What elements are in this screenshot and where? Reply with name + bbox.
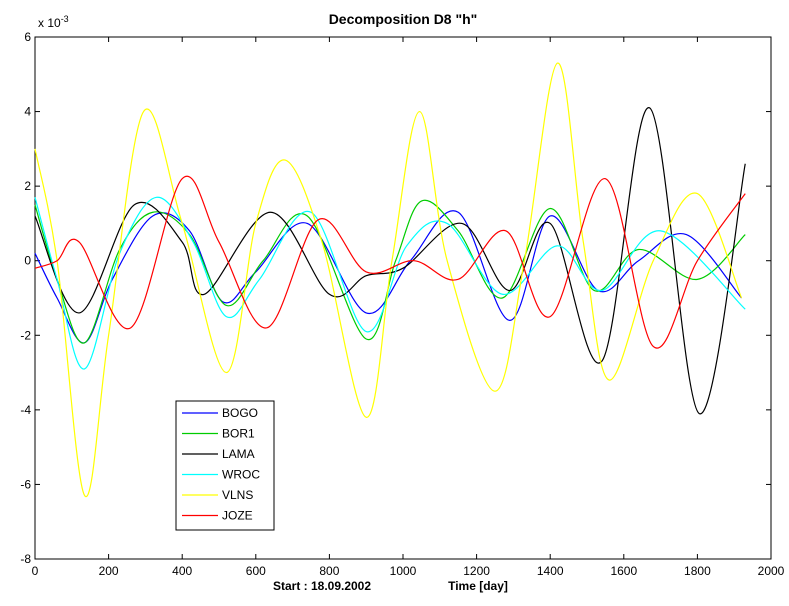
series-line-wroc: [34, 196, 746, 370]
y-tick-label: -6: [20, 477, 31, 491]
legend-label-joze: JOZE: [222, 509, 253, 523]
x-tick-label: 1400: [537, 564, 564, 578]
legend-label-lama: LAMA: [222, 447, 255, 461]
x-tick-label: 2000: [758, 564, 785, 578]
legend-box: [175, 400, 275, 531]
x-tick-label: 0: [32, 564, 39, 578]
x-tick-label: 400: [172, 564, 192, 578]
legend-label-vlns: VLNS: [222, 488, 253, 502]
legend-label-wroc: WROC: [222, 468, 260, 482]
x-tick-label: 800: [319, 564, 339, 578]
series-line-vlns: [34, 62, 743, 498]
plot-area: [34, 36, 772, 560]
y-tick-label: 6: [24, 30, 31, 44]
y-tick-label: 0: [24, 254, 31, 268]
series-line-lama: [34, 107, 746, 415]
x-tick-label: 1200: [463, 564, 490, 578]
legend: BOGO BOR1 LAMA WROC VLNS JOZE: [175, 400, 275, 531]
y-tick-label: 4: [24, 105, 31, 119]
x-tick-label: 600: [246, 564, 266, 578]
x-tick-label: 200: [99, 564, 119, 578]
start-date-label: Start : 18.09.2002: [273, 579, 371, 593]
x-tick-label: 1800: [684, 564, 711, 578]
legend-label-bor1: BOR1: [222, 427, 255, 441]
legend-label-bogo: BOGO: [222, 406, 258, 420]
y-tick-label: -4: [20, 403, 31, 417]
x-tick-label: 1600: [610, 564, 637, 578]
y-tick-label: -2: [20, 328, 31, 342]
x-tick-label: 1000: [390, 564, 417, 578]
axis-ticks: 0 200 400 600 800 1000 1200 1400 1600 1800 2000 -8 -…: [20, 30, 784, 578]
x-axis-label: Time [day]: [448, 579, 508, 593]
series-lines: [34, 62, 746, 498]
y-axis-exponent: x 10-3: [38, 14, 69, 30]
y-tick-label: -8: [20, 552, 31, 566]
chart-title: Decomposition D8 "h": [329, 11, 478, 27]
y-tick-label: 2: [24, 179, 31, 193]
series-line-joze: [34, 175, 746, 349]
